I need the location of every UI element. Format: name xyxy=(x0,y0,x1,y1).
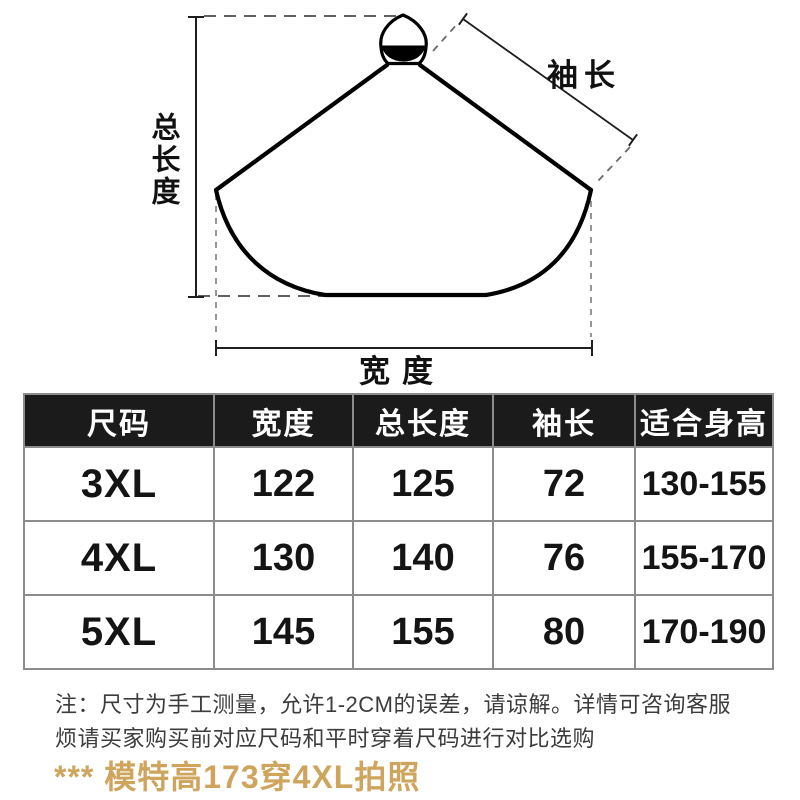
sleeve-start-tick xyxy=(458,12,468,26)
width-label: 宽度 xyxy=(359,354,445,390)
cell-height-range: 130-155 xyxy=(634,446,774,522)
cell-sleeve: 80 xyxy=(492,594,636,670)
header-height-range: 适合身高 xyxy=(634,393,774,448)
header-sleeve: 袖长 xyxy=(492,393,636,448)
measurement-lines xyxy=(188,12,638,356)
cell-size: 5XL xyxy=(23,594,215,670)
table-row: 3XL 122 125 72 130-155 xyxy=(23,446,774,522)
right-shoulder-line xyxy=(417,62,594,193)
cell-height-range: 155-170 xyxy=(634,520,774,596)
cell-total-length: 125 xyxy=(352,446,494,522)
note-line-2: 烦请买家购买前对应尺码和平时穿着尺码进行对比选购 xyxy=(55,726,596,751)
size-table: 尺码 宽度 总长度 袖长 适合身高 3XL 122 125 72 130-155… xyxy=(23,393,774,670)
header-total-length: 总长度 xyxy=(352,393,494,448)
poncho-measurement-diagram: 袖长 宽度 xyxy=(188,12,638,390)
cell-size: 3XL xyxy=(23,446,215,522)
hood-opening-shade xyxy=(381,45,426,62)
cell-sleeve: 72 xyxy=(492,446,636,522)
sleeve-end-tick xyxy=(628,133,638,147)
sleeve-tip-dashed-guide xyxy=(597,146,631,182)
model-note: *** 模特高173穿4XL拍照 xyxy=(54,759,421,795)
hem-curve xyxy=(213,187,594,298)
hood-sleeve-dashed-guide xyxy=(432,21,460,52)
cell-width: 122 xyxy=(213,446,354,522)
cell-size: 4XL xyxy=(23,520,215,596)
total-length-label: 总长度 xyxy=(147,112,181,208)
sleeve-length-label: 袖长 xyxy=(547,58,621,94)
cell-sleeve: 76 xyxy=(492,520,636,596)
cell-width: 130 xyxy=(213,520,354,596)
cell-width: 145 xyxy=(213,594,354,670)
cell-height-range: 170-190 xyxy=(634,594,774,670)
table-header-row: 尺码 宽度 总长度 袖长 适合身高 xyxy=(23,393,774,448)
header-size: 尺码 xyxy=(23,393,215,448)
cell-total-length: 155 xyxy=(352,594,494,670)
header-width: 宽度 xyxy=(213,393,354,448)
size-table-container: 尺码 宽度 总长度 袖长 适合身高 3XL 122 125 72 130-155… xyxy=(23,393,774,670)
cell-total-length: 140 xyxy=(352,520,494,596)
note-line-1: 注：尺寸为手工测量，允许1-2CM的误差，请谅解。详情可咨询客服 xyxy=(55,692,732,717)
sleeve-length-line xyxy=(462,18,634,141)
table-row: 5XL 145 155 80 170-190 xyxy=(23,594,774,670)
poncho-outline xyxy=(213,13,594,298)
table-row: 4XL 130 140 76 155-170 xyxy=(23,520,774,596)
left-shoulder-line xyxy=(213,62,390,193)
